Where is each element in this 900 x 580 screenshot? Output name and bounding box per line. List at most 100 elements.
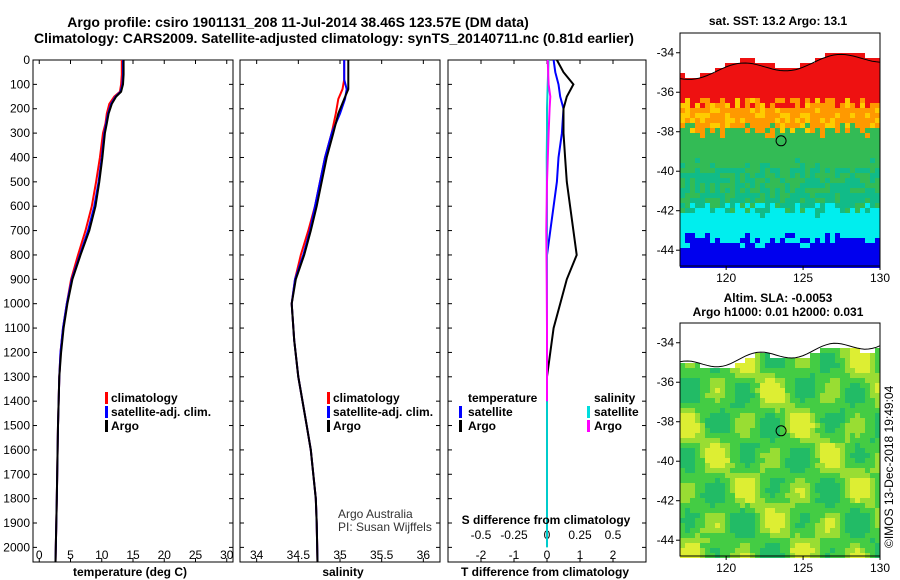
sla-cell [710, 463, 715, 468]
sla-cell [800, 388, 805, 393]
sla-cell [790, 428, 795, 433]
sla-cell [780, 473, 785, 478]
sla-cell [790, 438, 795, 443]
temperature-xlabel: temperature (deg C) [73, 565, 187, 579]
sla-cell [805, 468, 810, 473]
sla-cell [870, 363, 875, 368]
sla-cell [745, 533, 750, 538]
sst-cell [825, 83, 830, 88]
sst-cell [780, 153, 785, 158]
sst-cell [835, 153, 840, 158]
sst-cell [770, 63, 775, 68]
sst-cell [715, 133, 720, 138]
sla-cell [715, 373, 720, 378]
sla-cell [780, 508, 785, 513]
sst-cell [850, 88, 855, 93]
sst-cell [745, 68, 750, 73]
sst-cell [760, 223, 765, 228]
sla-cell [825, 458, 830, 463]
sla-cell [765, 408, 770, 413]
sla-cell [775, 453, 780, 458]
sst-cell [715, 238, 720, 243]
sla-cell [690, 508, 695, 513]
sst-cell [705, 173, 710, 178]
sla-cell [760, 538, 765, 543]
sst-cell [820, 143, 825, 148]
sla-cell [750, 453, 755, 458]
sst-cell [755, 253, 760, 258]
sla-cell [750, 373, 755, 378]
sla-cell [820, 408, 825, 413]
sst-cell [755, 223, 760, 228]
sla-cell [855, 493, 860, 498]
sst-cell [795, 98, 800, 103]
sla-cell [755, 443, 760, 448]
sla-cell [710, 448, 715, 453]
sla-cell [785, 483, 790, 488]
sst-cell [765, 73, 770, 78]
sla-cell [845, 353, 850, 358]
sst-cell [755, 213, 760, 218]
sst-cell [805, 253, 810, 258]
sst-cell [740, 103, 745, 108]
sst-cell [695, 233, 700, 238]
sst-cell [695, 213, 700, 218]
sla-cell [835, 358, 840, 363]
sst-cell [710, 173, 715, 178]
sla-cell [760, 528, 765, 533]
sla-cell [780, 493, 785, 498]
sla-cell [765, 418, 770, 423]
sst-cell [695, 193, 700, 198]
sla-cell [795, 433, 800, 438]
sla-cell [785, 488, 790, 493]
sst-cell [865, 243, 870, 248]
sst-cell [740, 223, 745, 228]
sla-cell [830, 368, 835, 373]
sla-cell [745, 408, 750, 413]
sla-cell [815, 463, 820, 468]
sla-cell [860, 523, 865, 528]
sst-cell [695, 228, 700, 233]
sst-cell [730, 78, 735, 83]
sla-cell [790, 418, 795, 423]
sla-cell [825, 513, 830, 518]
sst-cell [830, 238, 835, 243]
sst-cell [820, 63, 825, 68]
sla-cell [705, 523, 710, 528]
sla-cell [870, 413, 875, 418]
sla-cell [810, 513, 815, 518]
sst-cell [680, 218, 685, 223]
sla-cell [785, 358, 790, 363]
sla-cell [860, 503, 865, 508]
sla-cell [710, 528, 715, 533]
sst-cell [695, 88, 700, 93]
sla-cell [775, 458, 780, 463]
sst-cell [715, 213, 720, 218]
sla-cell [845, 348, 850, 353]
sla-cell [745, 413, 750, 418]
sst-cell [815, 158, 820, 163]
sla-cell [840, 373, 845, 378]
sla-cell [690, 483, 695, 488]
sla-cell [795, 493, 800, 498]
sla-cell [770, 458, 775, 463]
sla-cell [860, 403, 865, 408]
sst-cell [730, 88, 735, 93]
sst-cell [690, 218, 695, 223]
legend-swatch-climatology [105, 392, 108, 404]
sst-cell [870, 198, 875, 203]
sla-cell [740, 533, 745, 538]
sla-cell [755, 363, 760, 368]
sla-cell [705, 378, 710, 383]
sst-cell [850, 153, 855, 158]
sla-cell [690, 513, 695, 518]
sst-cell [860, 128, 865, 133]
sla-cell [865, 533, 870, 538]
sla-cell [715, 498, 720, 503]
sla-cell [725, 493, 730, 498]
sst-cell [835, 213, 840, 218]
sst-cell [790, 193, 795, 198]
sla-cell [705, 548, 710, 553]
sla-cell [725, 478, 730, 483]
sla-cell [865, 423, 870, 428]
